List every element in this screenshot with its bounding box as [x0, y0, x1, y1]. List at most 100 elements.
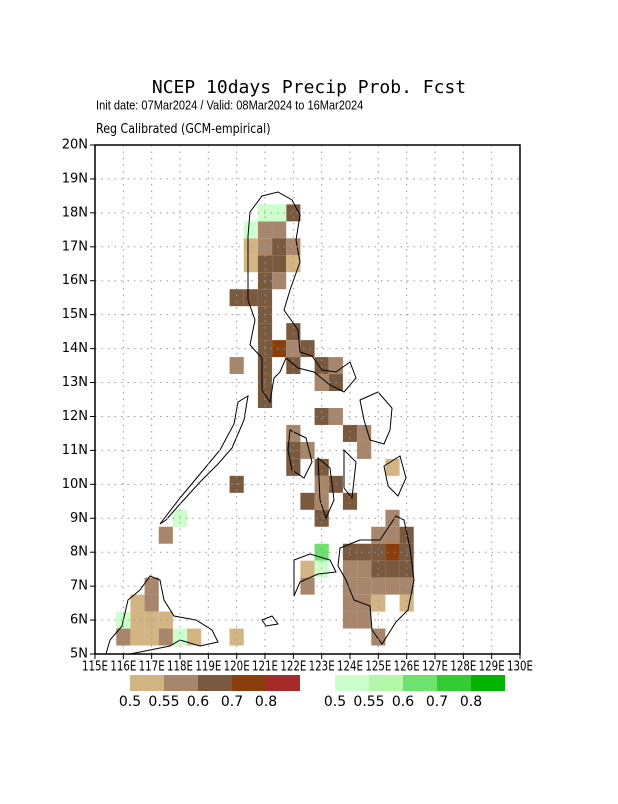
x-tick-label: 126E — [394, 660, 420, 675]
x-tick-label: 125E — [365, 660, 391, 675]
legend-label: 0.8 — [255, 694, 277, 710]
prob-cell — [272, 255, 287, 273]
legend-swatch — [403, 675, 437, 691]
y-tick-label: 5N — [70, 647, 88, 662]
prob-cell — [342, 594, 358, 612]
y-tick-label: 13N — [62, 375, 88, 390]
legend-swatch — [266, 675, 300, 691]
legend-swatch — [471, 675, 505, 691]
plot-frame — [94, 144, 521, 655]
prob-cell — [243, 221, 258, 239]
prob-cell — [357, 577, 372, 595]
x-tick-label: 128E — [450, 660, 476, 675]
x-tick-label: 130E — [507, 660, 533, 675]
subtitle: Reg Calibrated (GCM-empirical) — [96, 121, 270, 136]
prob-cell — [357, 611, 372, 629]
legend-label: 0.5 — [119, 694, 141, 710]
prob-cell — [300, 441, 315, 459]
legend-label: 0.8 — [460, 694, 482, 710]
prob-cell — [130, 628, 145, 646]
legend-swatch — [164, 675, 198, 691]
prob-cell — [385, 543, 400, 561]
legend-label: 0.7 — [426, 694, 448, 710]
prob-cell — [342, 424, 358, 442]
legend-swatch — [437, 675, 471, 691]
prob-cell — [272, 238, 287, 256]
y-tick-label: 17N — [62, 239, 88, 254]
subtitle: Init date: 07Mar2024 / Valid: 08Mar2024 … — [96, 98, 364, 113]
prob-cell — [314, 357, 329, 375]
y-tick-label: 18N — [62, 205, 88, 220]
y-tick-label: 11N — [62, 443, 88, 458]
prob-cell — [300, 577, 315, 595]
prob-cell — [357, 543, 372, 561]
prob-cell — [385, 526, 400, 544]
prob-cell — [243, 238, 258, 256]
prob-cell — [371, 628, 386, 646]
prob-cell — [371, 543, 386, 561]
y-tick-label: 12N — [62, 409, 88, 424]
coastlines — [105, 191, 415, 655]
legends: 0.5 0.55 0.6 0.7 0.8 0.5 0.55 0.6 0.7 0.8 — [119, 675, 505, 710]
prob-cell — [300, 560, 315, 578]
prob-cell — [286, 424, 301, 442]
prob-cell — [357, 441, 372, 459]
prob-cell — [286, 204, 301, 222]
legend-swatch — [335, 675, 369, 691]
prob-cell — [385, 577, 400, 595]
prob-cell — [243, 255, 258, 273]
prob-cell — [116, 628, 131, 646]
prob-cell — [130, 611, 145, 629]
legend-label: 0.6 — [392, 694, 414, 710]
coastline — [337, 515, 415, 645]
prob-cell — [286, 255, 301, 273]
prob-cell — [314, 374, 329, 392]
x-tick-label: 116E — [110, 660, 136, 675]
y-tick-label: 14N — [62, 341, 88, 356]
prob-cell — [399, 594, 414, 612]
legend-swatch — [369, 675, 403, 691]
x-tick-label: 121E — [252, 660, 278, 675]
prob-cell — [257, 255, 273, 273]
prob-cell — [300, 492, 315, 510]
prob-cell — [342, 492, 358, 510]
prob-cell — [257, 289, 273, 307]
prob-cell — [399, 560, 414, 578]
y-tick-label: 19N — [62, 171, 88, 186]
prob-cell — [357, 424, 372, 442]
prob-cell — [144, 628, 159, 646]
x-tick-label: 118E — [167, 660, 193, 675]
coastline — [383, 455, 407, 497]
prob-cell — [158, 611, 173, 629]
prob-cell — [144, 577, 159, 595]
coastline — [343, 448, 357, 500]
prob-cell — [314, 492, 329, 510]
prob-cell — [286, 441, 301, 459]
x-tick-label: 120E — [224, 660, 250, 675]
legend-label: 0.6 — [187, 694, 209, 710]
legend-label: 0.55 — [353, 694, 384, 710]
prob-cell — [357, 594, 372, 612]
prob-cell — [229, 289, 244, 307]
prob-cell — [187, 628, 202, 646]
legend-label: 0.5 — [324, 694, 346, 710]
y-tick-label: 10N — [62, 477, 88, 492]
prob-cell — [257, 323, 273, 341]
prob-cell — [371, 560, 386, 578]
y-tick-label: 7N — [70, 579, 88, 594]
prob-cell — [286, 458, 301, 476]
x-tick-label: 117E — [139, 660, 165, 675]
coastline — [317, 456, 335, 520]
prob-cell — [371, 577, 386, 595]
legend-swatch — [232, 675, 266, 691]
prob-cell — [272, 221, 287, 239]
coastline — [159, 395, 249, 525]
prob-cell — [286, 340, 301, 358]
coastline — [293, 553, 337, 597]
prob-cell — [314, 407, 329, 425]
prob-cell — [144, 594, 159, 612]
x-tick-label: 119E — [195, 660, 221, 675]
prob-cell — [314, 509, 329, 527]
